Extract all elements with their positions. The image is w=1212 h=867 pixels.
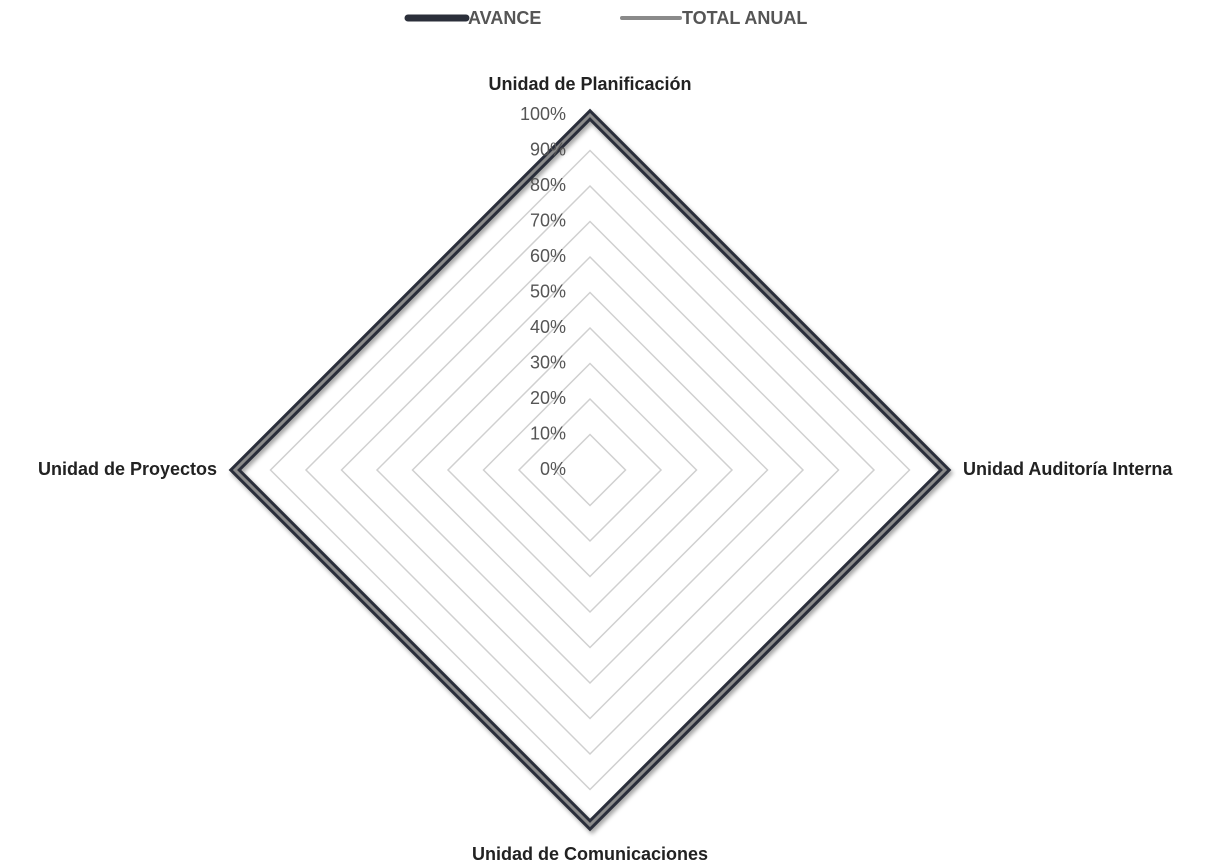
y-tick-label: 20%: [530, 388, 566, 408]
grid-line: [269, 149, 911, 791]
y-tick-label: 80%: [530, 175, 566, 195]
y-tick-label: 40%: [530, 317, 566, 337]
grid-line: [375, 255, 805, 685]
grid-line: [517, 397, 663, 543]
grid-line: [446, 326, 734, 614]
category-label: Unidad Auditoría Interna: [963, 459, 1173, 479]
grid-line: [411, 291, 769, 649]
y-tick-label: 50%: [530, 281, 566, 301]
grid-line: [553, 433, 627, 507]
legend-label: TOTAL ANUAL: [682, 8, 807, 28]
category-label: Unidad de Planificación: [488, 74, 691, 94]
grid-line: [304, 184, 876, 756]
y-tick-label: 10%: [530, 423, 566, 443]
category-label: Unidad de Comunicaciones: [472, 844, 708, 864]
grid-line: [482, 362, 698, 578]
y-tick-label: 90%: [530, 139, 566, 159]
category-label: Unidad de Proyectos: [38, 459, 217, 479]
y-tick-label: 60%: [530, 246, 566, 266]
grid-line: [340, 220, 840, 720]
y-tick-label: 100%: [520, 104, 566, 124]
y-tick-label: 70%: [530, 210, 566, 230]
legend-label: AVANCE: [468, 8, 541, 28]
series-line: [232, 112, 948, 828]
y-tick-label: 30%: [530, 352, 566, 372]
y-tick-label: 0%: [540, 459, 566, 479]
